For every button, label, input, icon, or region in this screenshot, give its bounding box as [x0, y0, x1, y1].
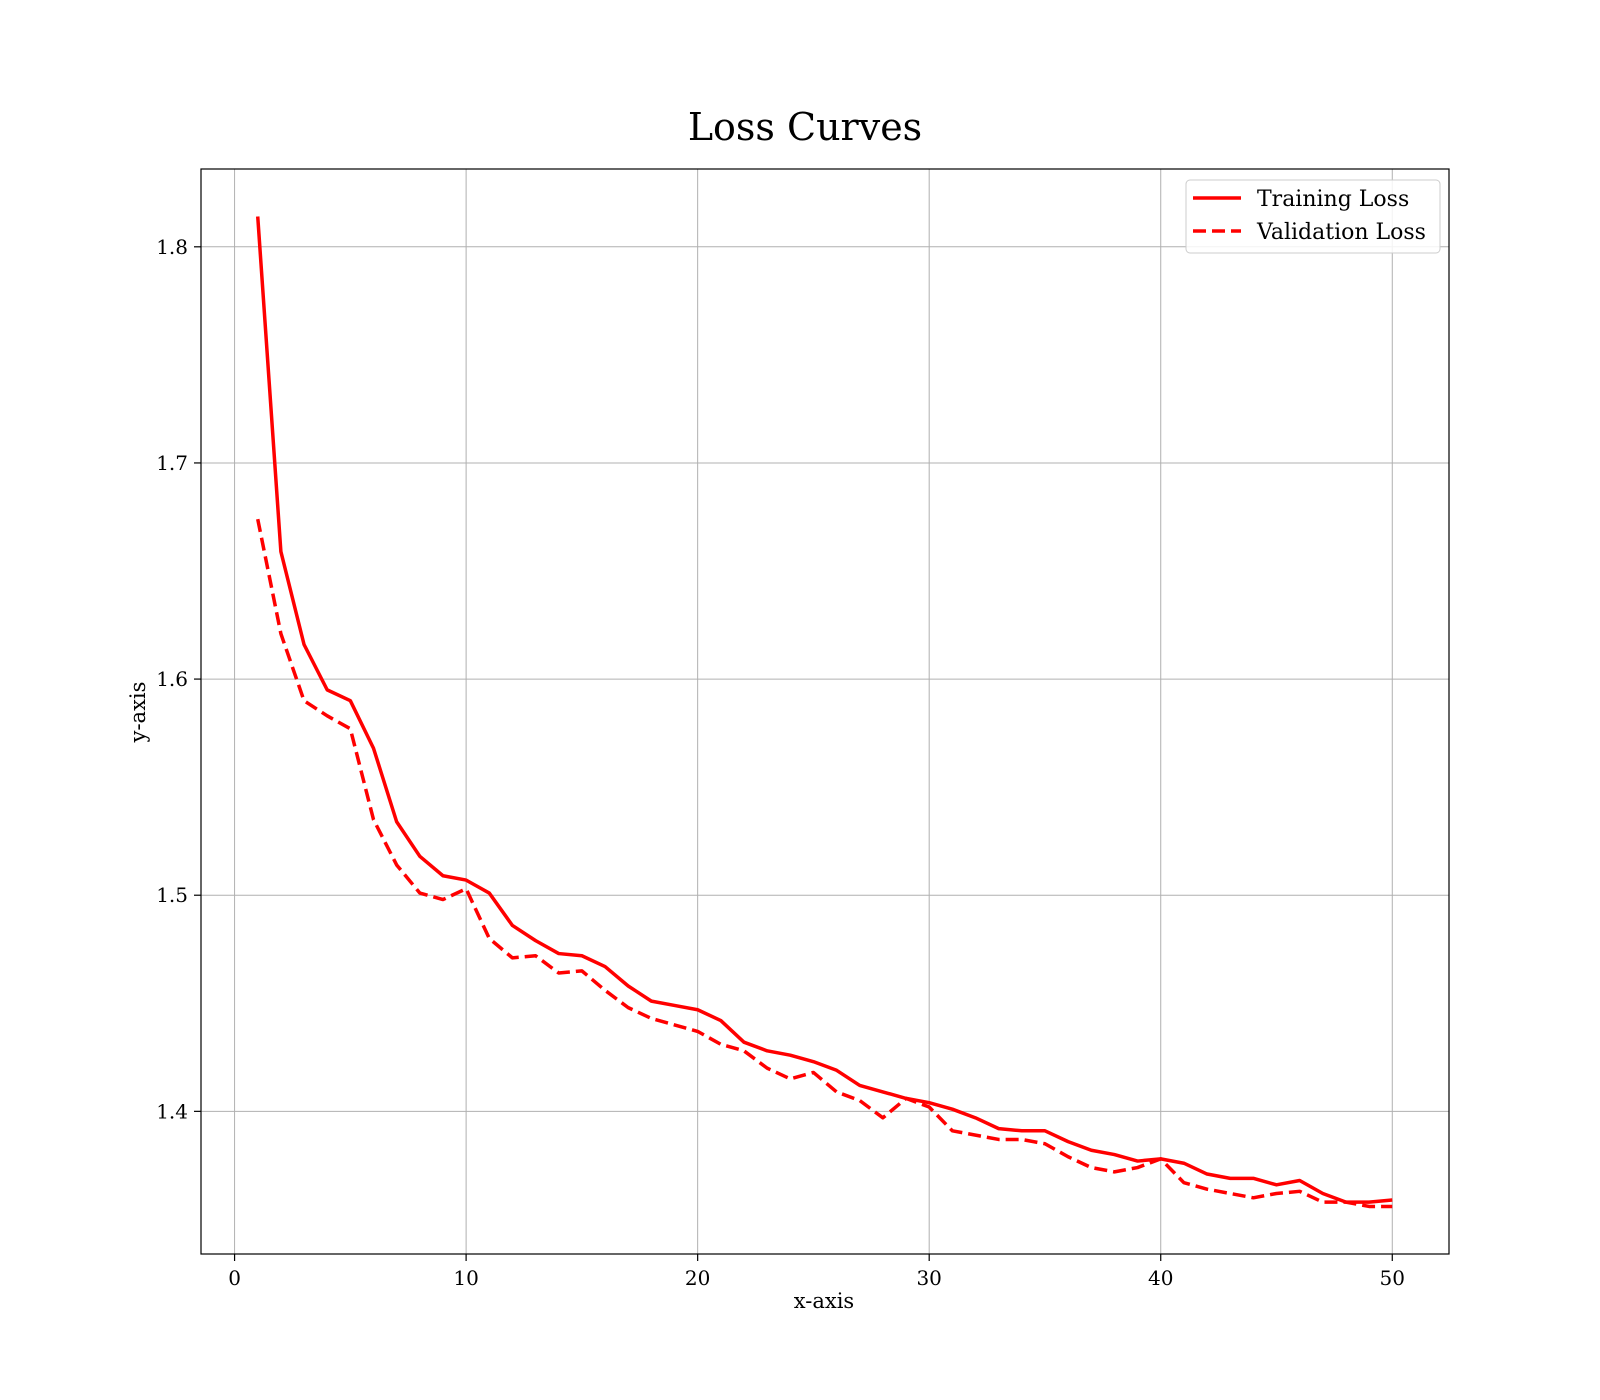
- x-tick-label-50: 50: [1380, 1266, 1405, 1290]
- y-axis-label: y-axis: [126, 682, 150, 744]
- y-tick-label-1.4: 1.4: [156, 1099, 188, 1123]
- legend: Training Loss Validation Loss: [1185, 179, 1441, 254]
- series-line-validation-loss: [256, 518, 1393, 1209]
- legend-label-validation: Validation Loss: [1256, 220, 1426, 245]
- y-tick-label-1.7: 1.7: [156, 451, 188, 475]
- y-tick-label-1.8: 1.8: [156, 235, 188, 259]
- x-tick-label-10: 10: [453, 1266, 478, 1290]
- chart-title: Loss Curves: [688, 105, 922, 149]
- series-layer: [255, 216, 1393, 1209]
- legend-label-training: Training Loss: [1257, 187, 1409, 212]
- x-tick-label-30: 30: [916, 1266, 941, 1290]
- grid: [201, 169, 1449, 1254]
- x-tick-label-20: 20: [685, 1266, 710, 1290]
- legend-box: [1185, 179, 1441, 254]
- y-tick-label-1.5: 1.5: [156, 883, 188, 907]
- y-tick-label-1.6: 1.6: [156, 667, 188, 691]
- x-axis-label: x-axis: [794, 1289, 854, 1313]
- x-tick-label-0: 0: [228, 1266, 241, 1290]
- plot-frame: [200, 168, 1450, 1255]
- x-tick-label-40: 40: [1148, 1266, 1173, 1290]
- series-line-training-loss: [255, 216, 1393, 1204]
- y-axis-ticks: 1.4 1.5 1.6 1.7 1.8: [156, 235, 201, 1123]
- x-axis-ticks: 0 10 20 30 40 50: [228, 1254, 1405, 1290]
